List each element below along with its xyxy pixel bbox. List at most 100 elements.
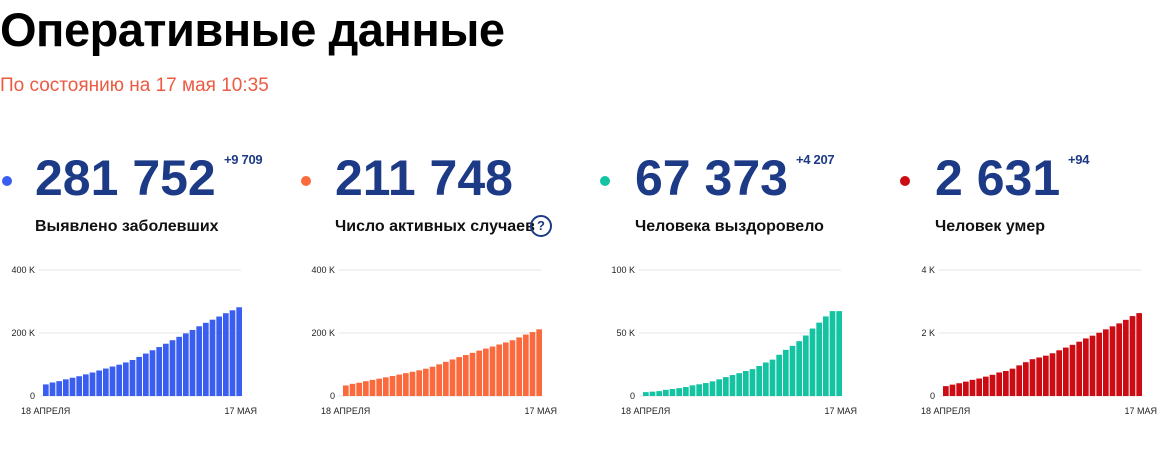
bar (963, 381, 969, 396)
bar (1116, 323, 1122, 396)
confirmed-delta: +9 709 (224, 152, 263, 167)
bar (729, 375, 736, 396)
y-tick-label: 0 (930, 391, 935, 401)
bar (956, 383, 962, 396)
y-tick-label: 50 K (616, 328, 635, 338)
bar (443, 361, 449, 396)
bar (949, 384, 956, 396)
bar (943, 386, 949, 396)
bar (183, 333, 189, 396)
bar (389, 375, 396, 396)
bar (416, 370, 422, 396)
bar (823, 316, 829, 396)
confirmed-count: 281 752 (35, 150, 216, 206)
bar (43, 384, 49, 396)
bar (69, 377, 76, 396)
bar (723, 377, 729, 396)
bar (49, 382, 56, 396)
bar (716, 379, 722, 396)
y-tick-label: 100 K (611, 265, 635, 275)
bar (383, 377, 389, 396)
bar (663, 389, 669, 396)
bar (229, 310, 236, 396)
bar (116, 364, 122, 396)
bar (836, 311, 842, 396)
bar (1056, 350, 1062, 396)
bar (209, 319, 216, 396)
bar (136, 356, 142, 396)
bar (429, 366, 436, 396)
bar (476, 350, 482, 396)
bar (1043, 355, 1049, 396)
recovered-delta: +4 207 (796, 152, 835, 167)
bar (683, 387, 689, 396)
y-tick-label: 0 (330, 391, 335, 401)
recovered-label: Человека выздоровело (635, 218, 824, 235)
stat-card-recovered: 67 373 +4 207 Человека выздоровело 0 50 K… (600, 140, 880, 430)
stat-card-confirmed: 281 752 +9 709 Выявлено заболевших 0 200 … (0, 140, 280, 430)
stat-card-active: 211 748 Число активных случаев ? 0 200 K 4… (300, 140, 580, 430)
bar (349, 383, 356, 396)
bar (696, 384, 702, 396)
active-label: Число активных случаев (335, 218, 535, 235)
update-timestamp: По состоянию на 17 мая 10:35 (0, 75, 269, 96)
active-chart: 0 200 K 400 K 18 АПРЕЛЯ 17 МАЯ (311, 265, 557, 416)
bar (656, 391, 662, 396)
bar (436, 364, 442, 396)
bar (1029, 359, 1036, 396)
bar (669, 388, 676, 396)
bar (1076, 341, 1082, 396)
help-icon[interactable]: ? (530, 215, 552, 237)
bar (189, 329, 196, 396)
y-tick-label: 200 K (311, 328, 335, 338)
bar (403, 373, 409, 396)
y-tick-label: 200 K (11, 328, 35, 338)
bar (516, 337, 522, 396)
bar (703, 383, 709, 396)
bar (363, 381, 369, 396)
bar (1023, 362, 1029, 396)
bar (496, 344, 502, 396)
bar (469, 352, 476, 396)
bar (1049, 353, 1056, 396)
y-tick-label: 4 K (921, 265, 935, 275)
bar (89, 372, 96, 396)
series-dot-icon (900, 176, 910, 186)
bar (1069, 344, 1076, 396)
bar (503, 342, 509, 396)
y-tick-label: 400 K (11, 265, 35, 275)
bar (769, 359, 776, 396)
bar (649, 391, 656, 396)
y-tick-label: 0 (30, 391, 35, 401)
bar (756, 366, 762, 396)
bar (176, 336, 182, 396)
bar (736, 373, 742, 396)
bar (783, 349, 789, 396)
active-count: 211 748 (335, 150, 513, 206)
bar (816, 322, 822, 396)
bar (149, 350, 156, 396)
bar (1129, 316, 1136, 396)
bar (203, 322, 209, 396)
bar (356, 382, 362, 396)
bar (83, 374, 89, 396)
bar (63, 379, 69, 396)
bar (1096, 332, 1102, 396)
bar (1009, 368, 1016, 396)
bar (1003, 370, 1009, 396)
bar (56, 381, 62, 396)
bar (143, 353, 149, 396)
y-tick-label: 0 (630, 391, 635, 401)
deaths-count: 2 631 (935, 150, 1061, 206)
x-end-label: 17 МАЯ (824, 406, 857, 416)
bar (1063, 347, 1069, 396)
bar (1016, 365, 1022, 396)
bar (689, 385, 696, 396)
bar (509, 340, 516, 396)
bar (343, 385, 349, 396)
x-end-label: 17 МАЯ (524, 406, 557, 416)
bar (983, 376, 989, 396)
bar (676, 388, 682, 396)
bar (1103, 329, 1109, 396)
bar (169, 340, 176, 396)
